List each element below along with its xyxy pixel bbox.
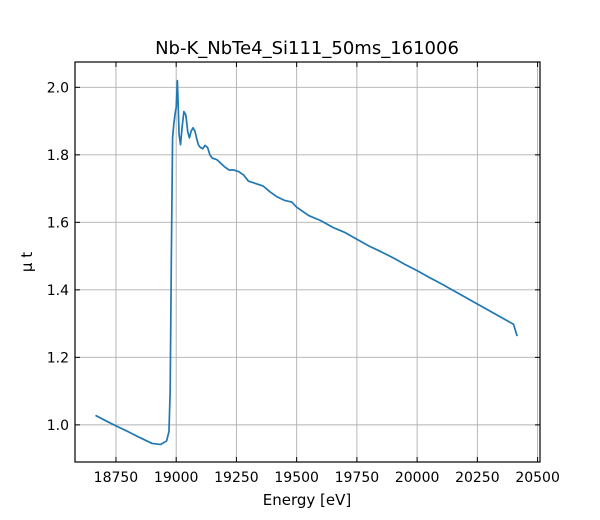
x-tick-label: 20000 — [395, 470, 440, 486]
y-tick-label: 1.6 — [47, 215, 69, 231]
y-tick-label: 1.0 — [47, 418, 69, 434]
y-axis-ticks: 1.0 1.2 1.4 1.6 1.8 2.0 — [47, 80, 540, 434]
x-tick-label: 20500 — [515, 470, 560, 486]
x-tick-label: 19000 — [154, 470, 199, 486]
x-tick-label: 19750 — [335, 470, 380, 486]
series-layer — [95, 79, 518, 446]
series-line — [95, 79, 518, 446]
y-axis-label: μ t — [18, 252, 36, 272]
y-tick-label: 1.4 — [47, 283, 69, 299]
x-tick-label: 18750 — [94, 470, 139, 486]
x-axis-label: Energy [eV] — [263, 491, 351, 509]
x-tick-label: 19500 — [274, 470, 319, 486]
y-tick-label: 2.0 — [47, 80, 69, 96]
x-tick-label: 20250 — [455, 470, 500, 486]
x-tick-label: 19250 — [214, 470, 259, 486]
grid-layer — [75, 62, 540, 462]
y-tick-label: 1.8 — [47, 148, 69, 164]
chart-title: Nb-K_NbTe4_Si111_50ms_161006 — [155, 38, 459, 59]
plot-frame — [74, 61, 541, 463]
y-tick-label: 1.2 — [47, 350, 69, 366]
x-axis-ticks: 18750 19000 19250 19500 19750 20000 20250 20500 — [94, 62, 560, 486]
